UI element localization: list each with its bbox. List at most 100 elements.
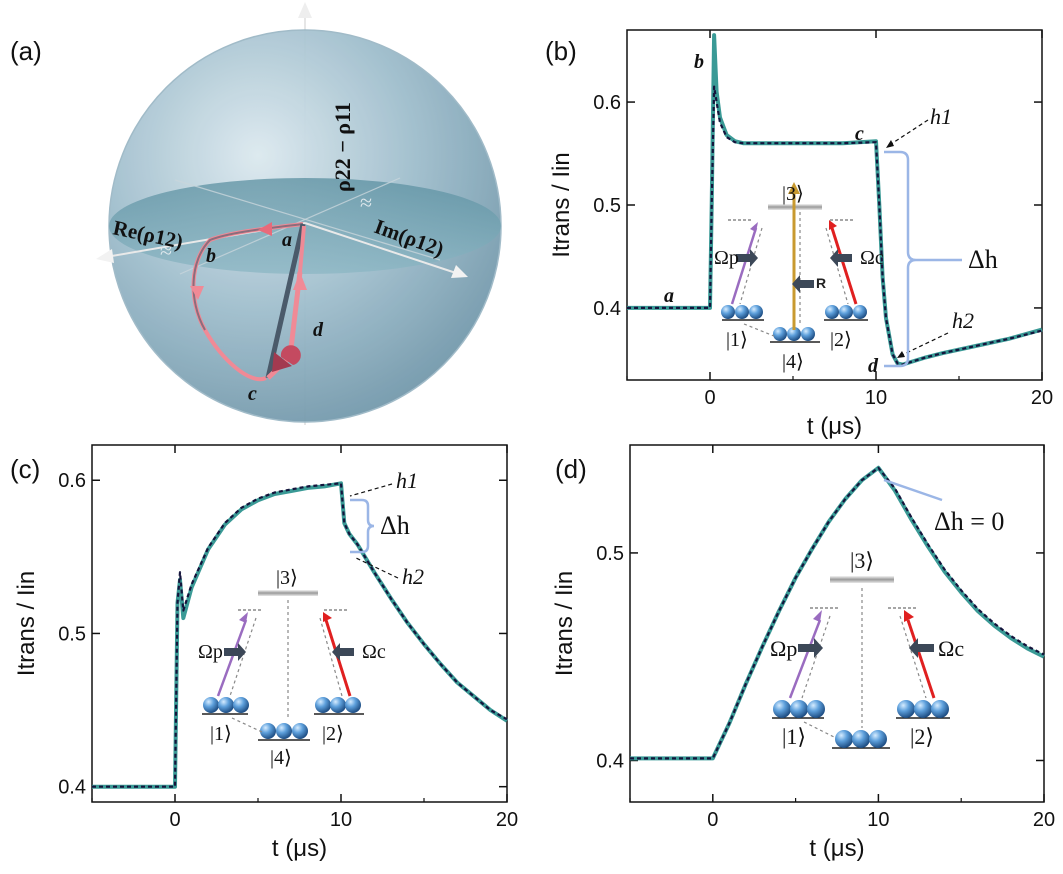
atom (218, 697, 234, 713)
axis-back (174, 179, 441, 261)
axis-break-mark-2: ≈ (360, 190, 372, 215)
annot-c-delta-h: Δh (380, 511, 410, 540)
y-axis-label: Itrans / Iin (548, 152, 575, 257)
coupling-laser (830, 227, 858, 305)
atom (773, 327, 787, 341)
fit-series-line (92, 482, 508, 788)
level-1-label: |1⟩ (210, 723, 232, 745)
panel-label-c: (c) (10, 454, 40, 484)
atom (233, 697, 249, 713)
atom (897, 700, 915, 718)
atom (735, 305, 749, 319)
probe-laser (730, 227, 758, 305)
annot-b-a: a (664, 285, 674, 307)
chart-c: 0 10 20 0.4 0.5 0.6 t (μs) Itrans / Iin (13, 444, 518, 862)
y-tick-label: 0.6 (58, 470, 86, 492)
repump-arrowhead (788, 182, 800, 194)
omega-c-arrow (332, 643, 354, 661)
atom (330, 697, 346, 713)
x-tick-label: 0 (169, 809, 180, 831)
level-diagram-c: Ωp Ωc |3⟩ |1⟩ |2⟩ |4⟩ (198, 567, 386, 769)
atom (852, 730, 870, 748)
atoms-level-2 (315, 697, 361, 713)
atoms-level-4 (260, 723, 308, 739)
fit-series-line (630, 466, 1045, 760)
probe-arrowhead (813, 610, 822, 622)
point-c-label: c (248, 383, 257, 405)
atom (260, 723, 276, 739)
annot-b-h1-arrowhead (886, 140, 894, 148)
z-axis-label: ρ22 − ρ11 (330, 102, 355, 192)
plot-frame (91, 444, 508, 803)
chart-c-annotations: h1 h2 Δh (349, 468, 424, 589)
y-tick-label: 0.4 (596, 750, 624, 772)
y-axis-label: Itrans / Iin (551, 571, 578, 676)
trajectory-arrow-a (258, 222, 272, 236)
probe-arrowhead (239, 612, 248, 623)
panel-label-d: (d) (555, 454, 587, 484)
decay-to-2 (825, 227, 849, 305)
trajectory-arrow-b (190, 286, 204, 300)
coupling-arrowhead (904, 610, 914, 622)
z-axis-arrowhead (298, 2, 312, 18)
level-diagram-d: Ωp Ωc |3⟩ |1⟩ |2⟩ (770, 548, 964, 749)
x-tick-label: 20 (1031, 387, 1053, 409)
atom (203, 697, 219, 713)
y-tick-label: 0.6 (593, 92, 621, 114)
r-arrow (792, 275, 814, 293)
probe-arrowhead (750, 222, 758, 232)
atoms-level-2 (897, 700, 949, 718)
data-series-line (92, 481, 509, 789)
plot-frame (629, 444, 1045, 803)
atoms-level-4 (835, 730, 887, 748)
atom (721, 305, 735, 319)
y-tick-label: 0.4 (58, 777, 86, 799)
level-1-label: |1⟩ (782, 724, 806, 749)
omega-c-label: Ωc (938, 636, 964, 661)
atom (276, 723, 292, 739)
atom (801, 327, 815, 341)
atom (345, 697, 361, 713)
y-tick-label: 0.5 (596, 543, 624, 565)
x-tick-label: 20 (1033, 809, 1055, 831)
atom (292, 723, 308, 739)
annot-b-b: b (694, 51, 704, 73)
chart-d: 0 10 20 0.4 0.5 t (μs) Itrans / Iin (551, 444, 1055, 862)
omega-c-label: Ωc (362, 641, 386, 663)
omega-p-arrow (224, 643, 246, 661)
atom (839, 305, 853, 319)
delta-h-leader-d (883, 478, 943, 502)
omega-c-label: Ωc (860, 247, 884, 269)
trajectory-a-c-dark (265, 223, 306, 379)
y-axis-label: Itrans / Iin (13, 571, 40, 676)
atom (749, 305, 763, 319)
atom (315, 697, 331, 713)
omega-c-arrow (909, 638, 934, 658)
point-d-label: d (313, 319, 324, 341)
re-axis-arrowhead (96, 249, 114, 263)
trajectory-d-a (298, 225, 306, 273)
x-axis-label: t (μs) (809, 835, 864, 862)
decay-1-to-4 (803, 721, 837, 739)
plot-frame (626, 29, 1043, 381)
level-3-bar (258, 590, 318, 596)
annot-b-delta-h: Δh (968, 245, 998, 274)
x-tick-label: 0 (707, 809, 718, 831)
annot-b-c: c (855, 123, 864, 145)
atoms-level-1 (203, 697, 249, 713)
omega-p-label: Ωp (770, 636, 797, 661)
fit-series-line (627, 85, 1043, 366)
x-tick-label: 10 (865, 387, 887, 409)
level-1-label: |1⟩ (726, 329, 748, 351)
trajectory-cone-d (280, 345, 301, 365)
level-3-bar (830, 576, 894, 583)
atom (787, 327, 801, 341)
omega-p-label: Ωp (198, 641, 223, 663)
y-tick-label: 0.4 (593, 298, 621, 320)
atoms-level-4 (773, 327, 815, 341)
level-4-label: |4⟩ (270, 747, 292, 769)
level-3-label: |3⟩ (850, 548, 874, 573)
y-tick-label: 0.5 (58, 623, 86, 645)
im-axis (304, 222, 466, 277)
annot-b-h2-arrowhead (897, 351, 905, 358)
